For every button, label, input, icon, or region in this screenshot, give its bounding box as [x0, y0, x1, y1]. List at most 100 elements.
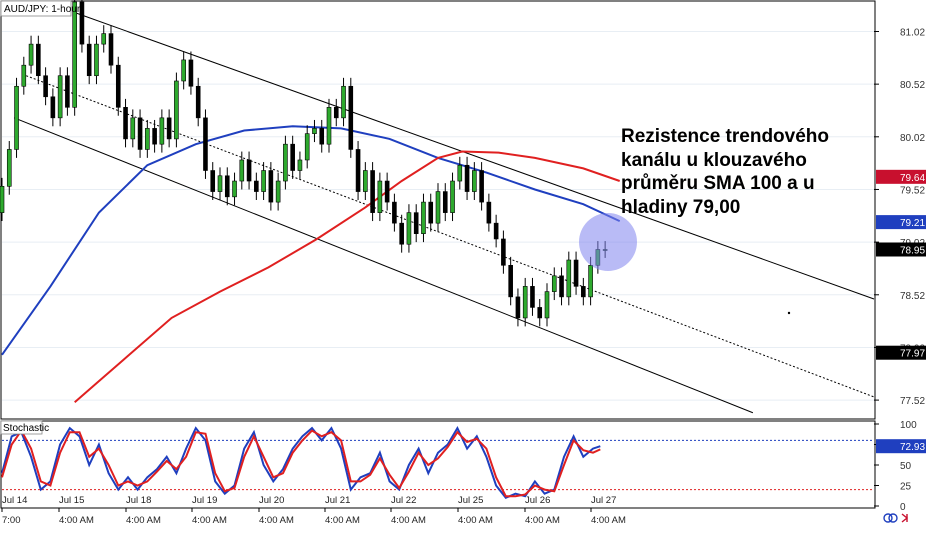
candle-body	[486, 201, 492, 224]
price-label-box	[876, 345, 926, 360]
price-label-text: 78.95	[900, 245, 925, 256]
stochastic-lines	[1, 425, 601, 500]
candle-body	[217, 175, 223, 192]
channel-middle-line	[26, 75, 875, 398]
candle-body	[508, 264, 513, 298]
candle-body	[57, 75, 63, 119]
candle-body	[399, 222, 404, 245]
candle-body	[152, 128, 157, 145]
candle-body	[275, 180, 281, 203]
candle-body	[268, 170, 274, 203]
x-time-label: 4:00 AM	[591, 515, 626, 526]
candle-body	[348, 85, 354, 150]
candle-body	[108, 33, 114, 66]
candle-body	[522, 286, 528, 319]
candle-body	[450, 180, 455, 213]
candle-body	[479, 170, 484, 203]
price-label-text: 77.97	[900, 349, 925, 360]
price-label-box	[876, 215, 926, 230]
candle-body	[86, 43, 92, 77]
annotation-line-2: kanálu u klouzavého	[621, 150, 807, 171]
chart-title: AUD/JPY: 1-hour	[4, 4, 81, 15]
candle-body	[319, 128, 325, 145]
candle-body	[355, 149, 361, 192]
stochastic-value-text: 72.93	[900, 442, 925, 453]
candle-body	[421, 201, 426, 234]
candle-body	[428, 201, 434, 224]
stochastic-tick-label: 100	[900, 420, 917, 431]
candle-body	[101, 33, 107, 45]
candle-body	[254, 180, 259, 192]
candle-body	[65, 75, 70, 108]
candle-body	[72, 1, 77, 108]
link-icon[interactable]	[883, 513, 898, 523]
chart-dot-marker	[787, 311, 791, 315]
x-time-label: 7:00	[2, 515, 21, 526]
candle-body	[283, 143, 288, 182]
x-time-label: 4:00 AM	[126, 515, 161, 526]
candle-body	[297, 159, 303, 171]
stochastic-price-label: 72.93	[876, 439, 926, 454]
x-date-label: Jul 25	[458, 495, 483, 506]
candle-body	[0, 186, 5, 213]
candle-body	[137, 117, 143, 150]
sma-200-line	[74, 150, 621, 403]
x-date-label: Jul 21	[325, 495, 350, 506]
candle-body	[457, 164, 463, 182]
candle-body	[174, 80, 179, 140]
chart-title-box: AUD/JPY: 1-hour	[0, 0, 81, 17]
x-date-label: Jul 19	[192, 495, 217, 506]
stochastic-k-line	[1, 425, 601, 500]
candle-body	[326, 107, 332, 145]
moving-averages	[1, 125, 621, 403]
candle-body	[573, 259, 579, 287]
candle-body	[559, 275, 564, 298]
candle-body	[224, 175, 230, 198]
stochastic-d-line	[1, 428, 601, 498]
channel-lower-line	[13, 117, 754, 414]
candle-body	[28, 43, 34, 66]
candle-body	[544, 291, 550, 319]
price-tick-label: 78.52	[900, 291, 925, 302]
candle-body	[261, 170, 266, 192]
stochastic-title-box: Stochastic	[0, 420, 49, 435]
stochastic-levels	[2, 439, 874, 491]
x-time-label: 4:00 AM	[325, 515, 360, 526]
x-date-label: Jul 15	[59, 495, 84, 506]
x-time-label: 4:00 AM	[259, 515, 294, 526]
price-label-text: 79.64	[900, 173, 925, 184]
price-tick-label: 79.52	[900, 185, 925, 196]
candle-body	[493, 222, 499, 240]
candle-body	[588, 264, 593, 298]
price-tick-label: 81.02	[900, 27, 925, 38]
candle-body	[341, 85, 346, 119]
candle-body	[94, 43, 99, 77]
candle-body	[566, 259, 572, 298]
x-date-label: Jul 20	[259, 495, 284, 506]
candle-body	[377, 180, 383, 213]
candle-body	[21, 64, 27, 87]
candle-body	[246, 159, 252, 182]
trend-channel	[13, 12, 875, 414]
candle-body	[188, 59, 194, 87]
stochastic-title: Stochastic	[3, 423, 49, 434]
x-axis: Jul 14 Jul 15 Jul 18 Jul 19 Jul 20 Jul 21 Jul …	[1, 495, 626, 526]
candle-body	[304, 133, 310, 161]
candle-body	[239, 159, 245, 182]
candle-body	[406, 212, 412, 245]
scroll-to-end-icon[interactable]	[901, 513, 909, 523]
candle-body	[290, 143, 295, 171]
candle-body	[392, 201, 397, 224]
annotation-text: Rezistence trendového kanálu u klouzavéh…	[621, 126, 829, 218]
candle-body	[79, 1, 85, 45]
x-time-label: 4:00 AM	[525, 515, 560, 526]
candle-body	[472, 170, 477, 192]
price-label-box	[876, 242, 926, 257]
candle-body	[123, 107, 128, 140]
x-time-label: 4:00 AM	[458, 515, 493, 526]
candle-body	[50, 96, 56, 119]
stochastic-y-axis: 1007550250	[874, 420, 917, 513]
candle-body	[43, 75, 48, 98]
price-tick-label: 80.52	[900, 80, 925, 91]
